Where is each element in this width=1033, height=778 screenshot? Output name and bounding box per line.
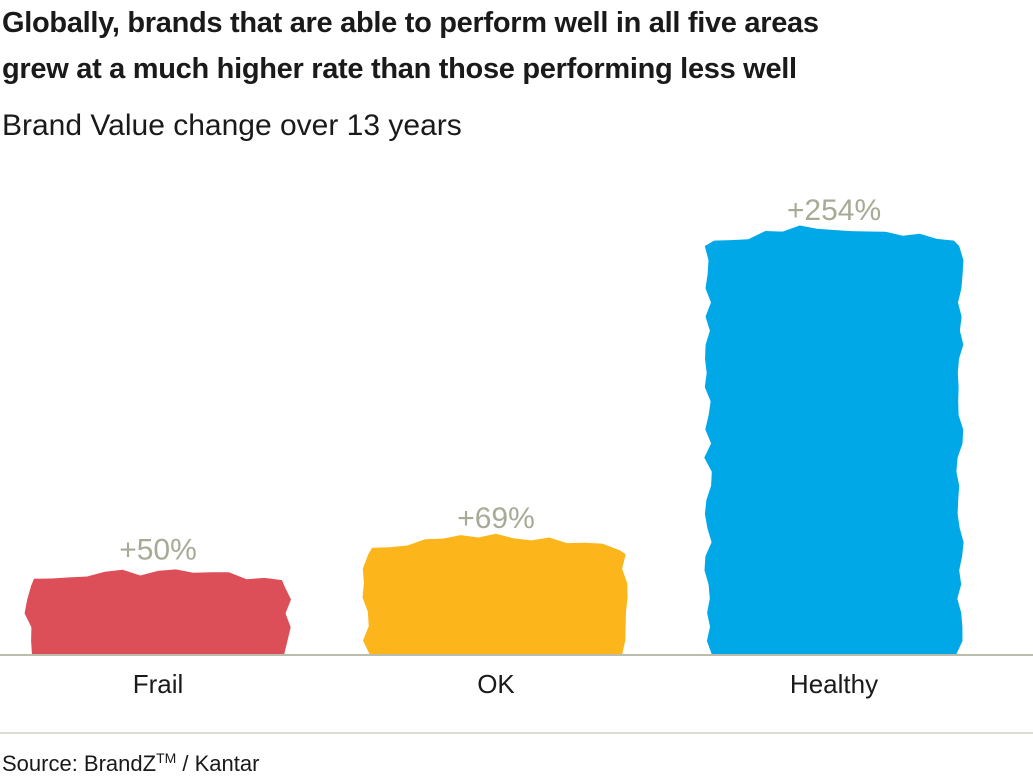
data-label-frail: +50% <box>119 534 197 567</box>
source-note: Source: BrandZTM / Kantar <box>2 744 259 778</box>
source-prefix: Source: BrandZ <box>2 751 157 776</box>
bar-healthy <box>704 225 964 655</box>
data-label-healthy: +254% <box>787 194 881 227</box>
data-label-ok: +69% <box>457 502 535 535</box>
chart-title-line-2: grew at a much higher rate than those pe… <box>2 53 797 85</box>
category-label-ok: OK <box>477 669 515 699</box>
bar-frail <box>24 569 291 655</box>
bar-ok <box>362 533 628 655</box>
chart-title-line-1: Globally, brands that are able to perfor… <box>2 7 819 39</box>
source-suffix: / Kantar <box>176 751 260 776</box>
category-label-frail: Frail <box>133 669 184 699</box>
category-label-healthy: Healthy <box>790 669 878 699</box>
chart-subtitle: Brand Value change over 13 years <box>2 109 462 142</box>
source-trademark: TM <box>156 750 177 766</box>
chart-title: Globally, brands that are able to perfor… <box>2 0 1022 92</box>
